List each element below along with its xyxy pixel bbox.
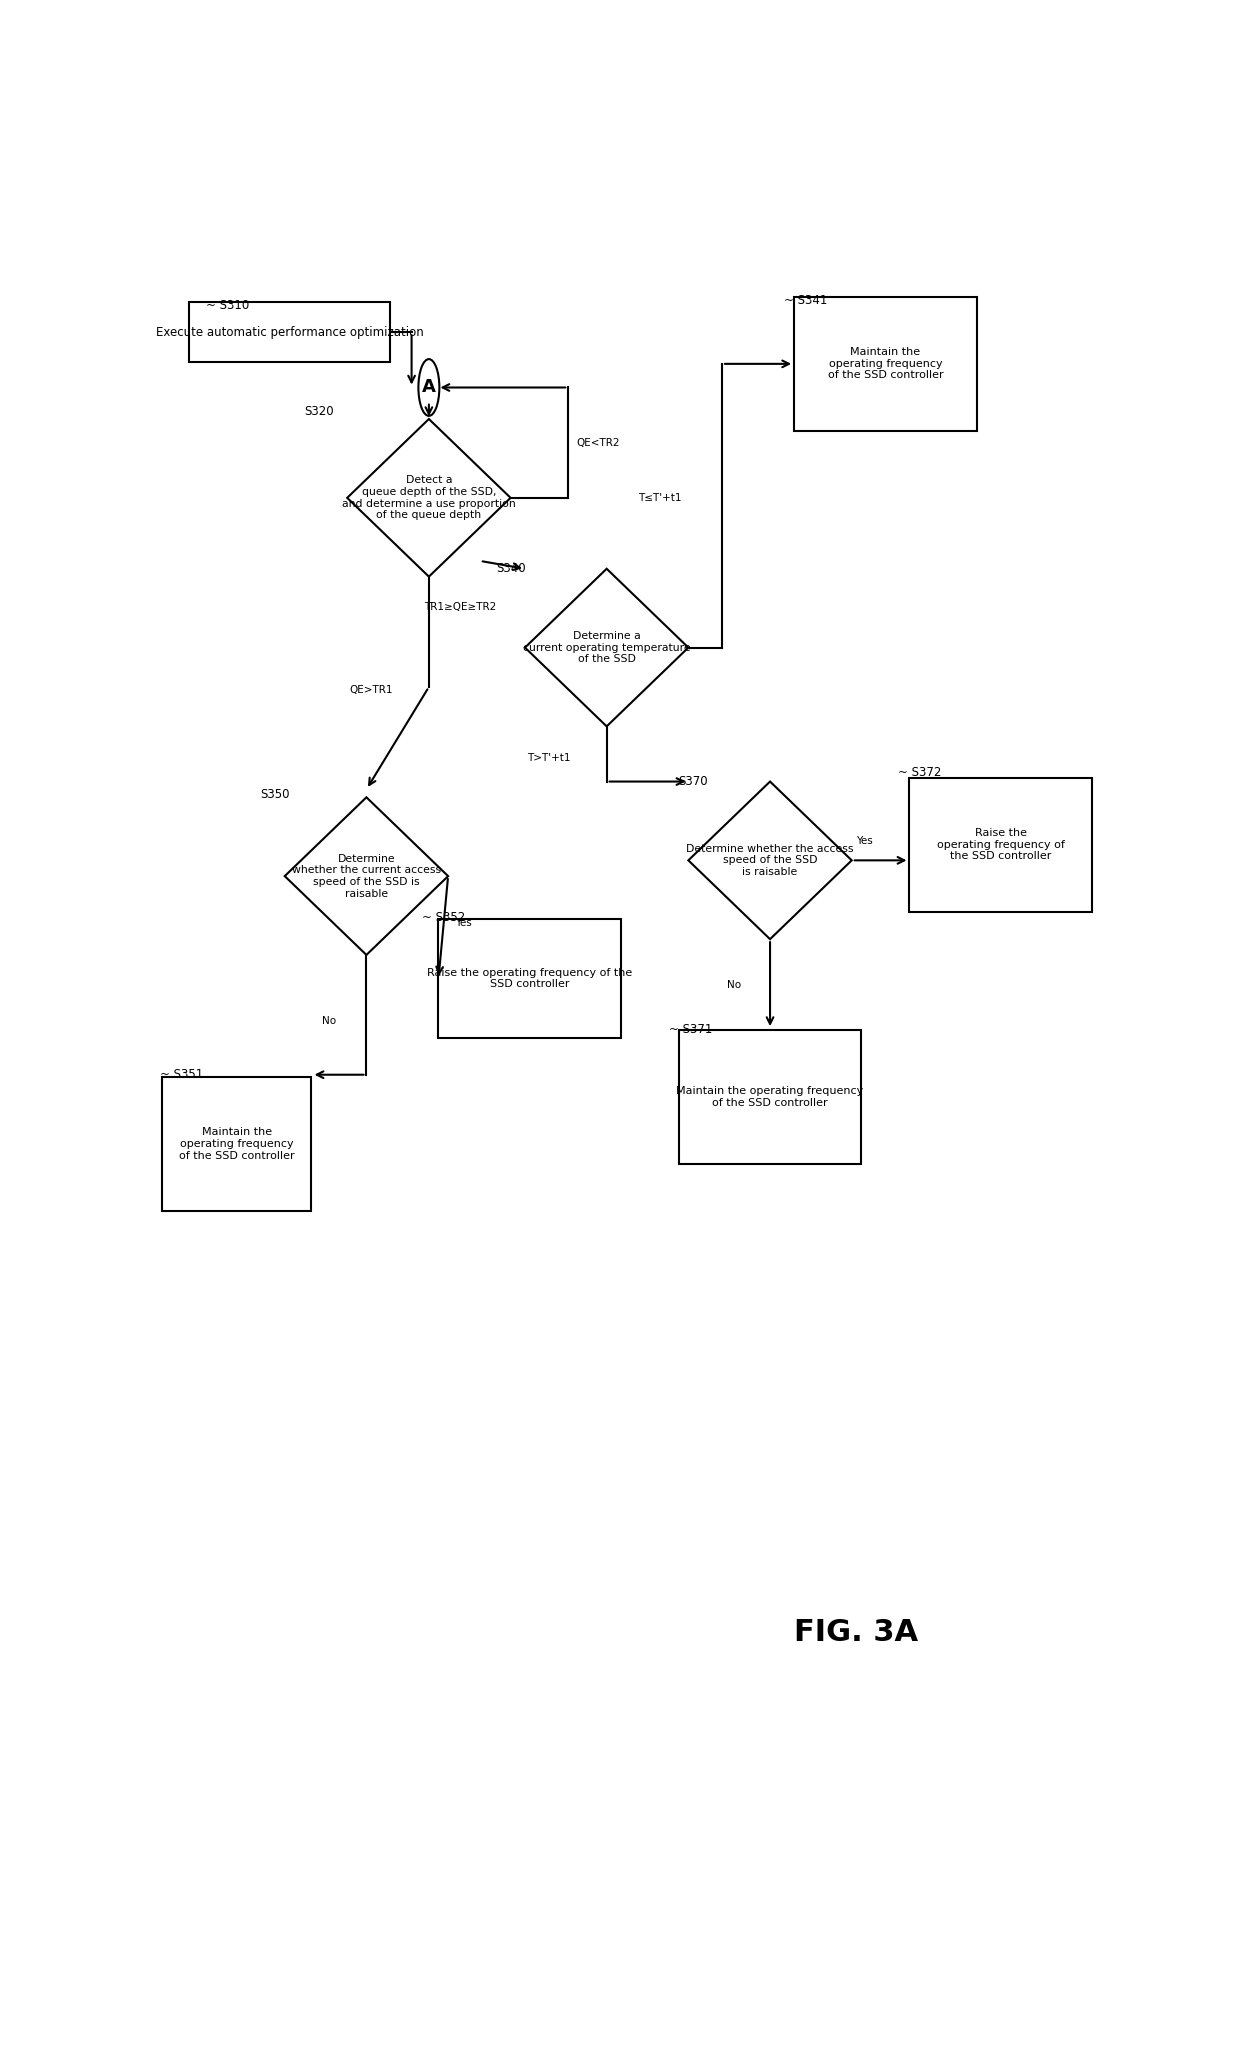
Text: Maintain the
operating frequency
of the SSD controller: Maintain the operating frequency of the … [179,1128,294,1161]
Text: No: No [727,981,742,991]
Text: ~ S352: ~ S352 [422,911,465,923]
Text: QE>TR1: QE>TR1 [350,686,393,696]
Bar [678,1030,862,1165]
Text: QE<TR2: QE<TR2 [575,438,620,448]
Text: T≤T'+t1: T≤T'+t1 [639,493,682,504]
Text: Determine
whether the current access
speed of the SSD is
raisable: Determine whether the current access spe… [291,854,441,899]
Text: Execute automatic performance optimization: Execute automatic performance optimizati… [156,325,423,340]
Text: Maintain the
operating frequency
of the SSD controller: Maintain the operating frequency of the … [827,348,944,381]
Text: A: A [422,379,435,397]
Bar [162,1077,311,1212]
Text: ~ S371: ~ S371 [670,1024,713,1036]
Text: ~ S372: ~ S372 [898,766,941,778]
Polygon shape [285,798,448,956]
Text: ~ S341: ~ S341 [785,295,828,307]
Text: Maintain the operating frequency
of the SSD controller: Maintain the operating frequency of the … [676,1087,864,1107]
Text: Detect a
queue depth of the SSD,
and determine a use proportion
of the queue dep: Detect a queue depth of the SSD, and det… [342,475,516,520]
Text: Raise the
operating frequency of
the SSD controller: Raise the operating frequency of the SSD… [936,827,1065,862]
Text: Determine whether the access
speed of the SSD
is raisable: Determine whether the access speed of th… [686,843,854,876]
Bar [909,778,1092,911]
Text: No: No [321,1015,336,1026]
Polygon shape [688,782,852,940]
Polygon shape [525,569,688,727]
Text: T>T'+t1: T>T'+t1 [527,753,570,764]
Text: ~ S351: ~ S351 [160,1069,203,1081]
Bar [439,919,621,1038]
Bar [794,297,977,430]
Text: FIG. 3A: FIG. 3A [795,1619,919,1648]
Text: S370: S370 [678,776,708,788]
Text: S350: S350 [260,788,290,800]
Ellipse shape [418,358,439,416]
Text: S340: S340 [496,563,526,575]
Text: S320: S320 [304,405,334,418]
Text: TR1≥QE≥TR2: TR1≥QE≥TR2 [424,602,497,612]
Text: Determine a
current operating temperature
of the SSD: Determine a current operating temperatur… [523,630,691,663]
Polygon shape [347,420,511,577]
Bar [188,303,391,362]
Text: Yes: Yes [455,919,471,929]
Text: ~ S310: ~ S310 [206,299,249,311]
Text: Yes: Yes [857,837,873,847]
Text: Raise the operating frequency of the
SSD controller: Raise the operating frequency of the SSD… [427,968,632,989]
